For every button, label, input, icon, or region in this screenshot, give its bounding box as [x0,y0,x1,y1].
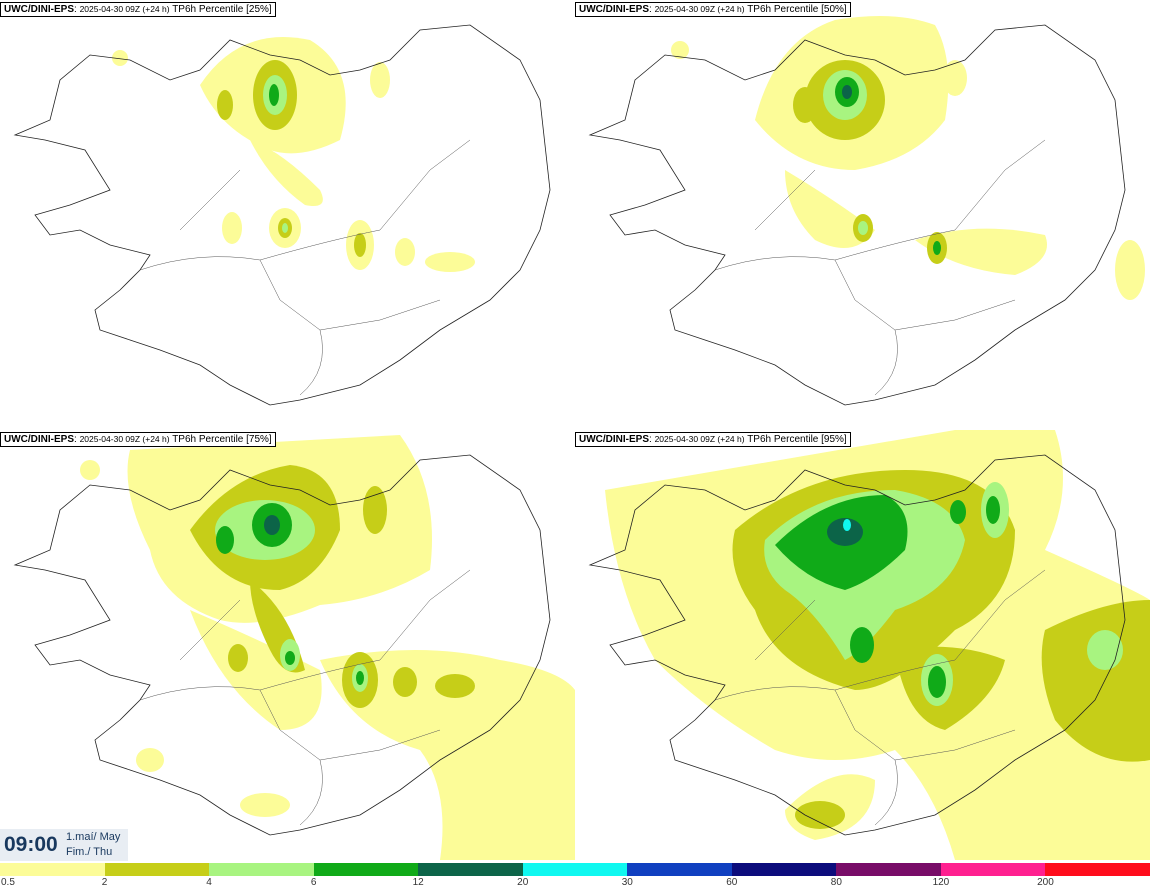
legend-swatch [627,863,733,876]
valid-date-line2: Fim./ Thu [66,846,113,858]
legend-label: 2 [101,877,108,888]
precipitation-map [588,16,1145,406]
panel-title: UWC/DINI-EPS: 2025-04-30 09Z (+24 h) TP6… [575,432,851,447]
panel-title: UWC/DINI-EPS: 2025-04-30 09Z (+24 h) TP6… [0,432,276,447]
legend-label: 30 [621,877,633,888]
legend-swatch [0,863,106,876]
legend-swatch [418,863,524,876]
legend-label: 6 [310,877,317,888]
legend-label: 120 [932,877,950,888]
legend-swatch [313,863,420,876]
map-panel-p95: UWC/DINI-EPS: 2025-04-30 09Z (+24 h) TP6… [575,430,1150,860]
map-panel-p75: UWC/DINI-EPS: 2025-04-30 09Z (+24 h) TP6… [0,430,575,860]
legend-label: 0.5 [1,877,15,888]
map-panel-p50: UWC/DINI-EPS: 2025-04-30 09Z (+24 h) TP6… [575,0,1150,430]
legend-label: 60 [726,877,738,888]
legend-label: 20 [517,877,529,888]
legend-swatch [1045,863,1150,876]
map-panel-p25: UWC/DINI-EPS: 2025-04-30 09Z (+24 h) TP6… [0,0,575,430]
legend-swatch [836,863,942,876]
precipitation-map [13,24,551,406]
valid-time: 09:00 [4,833,58,856]
color-scale-legend: 0.5 2 4 6 12 20 30 60 80 120 200 [0,863,1150,891]
panel-title: UWC/DINI-EPS: 2025-04-30 09Z (+24 h) TP6… [575,2,851,17]
legend-swatch [731,863,838,876]
legend-label: 12 [412,877,424,888]
precipitation-map [13,435,575,860]
legend-label: 200 [1037,877,1054,888]
legend-label: 4 [206,877,212,888]
valid-date-line1: 1.maí/ May [66,831,121,843]
valid-time-box: 09:00 1.maí/ May Fim./ Thu [0,829,128,861]
precipitation-map [588,430,1150,860]
legend-swatch [104,863,211,876]
legend-swatch [940,863,1047,876]
legend-swatch [209,863,315,876]
panel-title: UWC/DINI-EPS: 2025-04-30 09Z (+24 h) TP6… [0,2,276,17]
legend-swatch [522,863,629,876]
legend-label: 80 [830,877,842,888]
